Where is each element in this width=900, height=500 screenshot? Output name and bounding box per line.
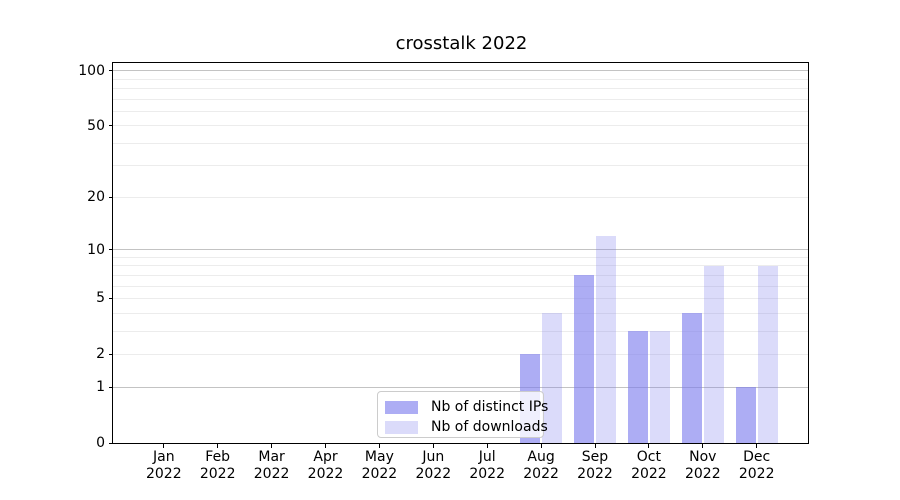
x-tick-label: Sep 2022 — [577, 449, 613, 482]
y-tick-mark — [109, 196, 113, 198]
legend-label: Nb of downloads — [431, 419, 548, 435]
gridline-major — [113, 386, 808, 388]
y-tick-label: 10 — [87, 241, 105, 258]
legend-label: Nb of distinct IPs — [431, 399, 549, 415]
legend: Nb of distinct IPs Nb of downloads — [377, 391, 548, 438]
x-tick-label: May 2022 — [361, 449, 398, 482]
y-tick-label: 1 — [96, 379, 105, 396]
x-tick-label: Mar 2022 — [253, 449, 290, 482]
gridline-minor — [113, 110, 808, 112]
plot-area — [112, 62, 809, 444]
downloads-bar-aug — [542, 313, 563, 443]
x-tick-mark — [486, 444, 488, 448]
gridline-minor — [113, 87, 808, 89]
y-tick-mark — [109, 125, 113, 127]
y-tick-label: 2 — [96, 346, 105, 363]
gridline-minor — [113, 297, 808, 299]
x-tick-mark — [163, 444, 165, 448]
legend-swatch — [385, 420, 418, 434]
x-tick-label: Apr 2022 — [307, 449, 344, 482]
y-tick-label: 50 — [87, 117, 105, 134]
distinct-ips-bar-sep — [574, 275, 594, 443]
x-tick-label: Jun 2022 — [415, 449, 452, 482]
gridline-minor — [113, 125, 808, 127]
downloads-bar-dec — [757, 265, 778, 443]
legend-swatch — [385, 400, 418, 414]
gridline-minor — [113, 98, 808, 100]
gridline-minor — [113, 142, 808, 144]
gridline-minor — [113, 330, 808, 332]
x-tick-mark — [271, 444, 273, 448]
gridline-minor — [113, 265, 808, 267]
distinct-ips-bar-oct — [627, 331, 648, 443]
gridline-minor — [113, 256, 808, 258]
x-tick-mark — [702, 444, 704, 448]
gridline-minor — [113, 312, 808, 314]
gridline-major — [113, 249, 808, 251]
gridline-minor — [113, 274, 808, 276]
downloads-bar-nov — [703, 265, 724, 443]
gridline-minor — [113, 285, 808, 287]
x-tick-label: Feb 2022 — [199, 449, 236, 482]
distinct-ips-bar-nov — [681, 313, 702, 443]
gridline-major — [113, 70, 808, 72]
y-tick-mark — [109, 386, 113, 388]
y-tick-label: 0 — [96, 435, 105, 451]
y-tick-label: 20 — [87, 189, 105, 206]
x-tick-mark — [325, 444, 326, 448]
downloads-bar-sep — [596, 236, 616, 443]
x-tick-label: Dec 2022 — [738, 449, 775, 482]
gridline-minor — [113, 78, 808, 80]
y-tick-mark — [109, 297, 113, 299]
x-tick-label: Oct 2022 — [631, 449, 667, 482]
y-tick-mark — [109, 353, 113, 355]
y-tick-mark — [109, 442, 113, 444]
x-tick-label: Nov 2022 — [684, 449, 721, 482]
x-tick-label: Jul 2022 — [469, 449, 505, 482]
x-tick-mark — [378, 444, 380, 448]
x-tick-mark — [217, 444, 219, 448]
x-tick-mark — [648, 444, 650, 448]
x-tick-label: Jan 2022 — [145, 449, 182, 482]
legend-entry: Nb of distinct IPs — [378, 397, 548, 417]
distinct-ips-bar-dec — [735, 387, 756, 443]
x-tick-mark — [594, 444, 596, 448]
gridline-minor — [113, 196, 808, 198]
gridline-minor — [113, 165, 808, 167]
gridline-minor — [113, 353, 808, 355]
y-tick-label: 5 — [96, 290, 105, 307]
y-tick-mark — [109, 70, 113, 72]
y-tick-mark — [109, 249, 113, 251]
x-tick-mark — [756, 444, 758, 448]
x-tick-mark — [540, 444, 542, 448]
x-tick-label: Aug 2022 — [523, 449, 559, 482]
y-tick-label: 100 — [78, 62, 105, 79]
downloads-bar-oct — [649, 331, 670, 443]
chart-title: crosstalk 2022 — [395, 33, 528, 54]
x-tick-mark — [432, 444, 434, 448]
legend-entry: Nb of downloads — [378, 417, 548, 437]
